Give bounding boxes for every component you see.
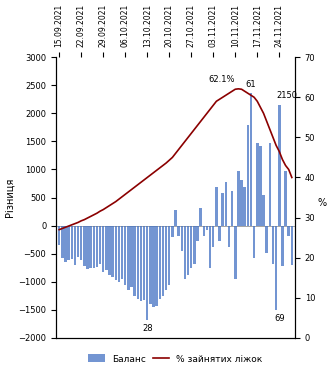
- Bar: [203, 226, 205, 236]
- Legend: Баланс, % зайнятих ліжок: Баланс, % зайнятих ліжок: [85, 351, 266, 367]
- Text: 2150: 2150: [276, 92, 297, 100]
- Bar: [193, 226, 196, 264]
- Bar: [212, 226, 214, 247]
- Bar: [80, 226, 82, 260]
- Text: 62.1%: 62.1%: [209, 76, 235, 84]
- Bar: [206, 226, 208, 230]
- Bar: [287, 226, 290, 236]
- Bar: [130, 226, 133, 288]
- Bar: [262, 195, 265, 226]
- Bar: [143, 226, 145, 300]
- Bar: [199, 208, 202, 226]
- Bar: [177, 226, 180, 236]
- Bar: [231, 191, 233, 226]
- Bar: [133, 226, 136, 296]
- Bar: [96, 226, 98, 267]
- Bar: [140, 226, 142, 301]
- Bar: [155, 226, 158, 306]
- Bar: [221, 193, 224, 226]
- Text: 69: 69: [274, 314, 285, 323]
- Bar: [83, 226, 86, 266]
- Bar: [68, 226, 70, 260]
- Bar: [74, 226, 76, 265]
- Bar: [291, 226, 293, 265]
- Bar: [146, 226, 149, 320]
- Bar: [272, 226, 274, 264]
- Bar: [159, 226, 161, 299]
- Bar: [218, 226, 221, 241]
- Bar: [71, 226, 73, 259]
- Bar: [105, 226, 108, 270]
- Bar: [243, 187, 246, 226]
- Bar: [184, 226, 186, 279]
- Bar: [209, 226, 212, 268]
- Bar: [224, 182, 227, 226]
- Bar: [237, 171, 240, 226]
- Bar: [162, 226, 164, 296]
- Bar: [228, 226, 230, 247]
- Text: 28: 28: [142, 324, 153, 333]
- Bar: [174, 210, 177, 226]
- Bar: [180, 226, 183, 251]
- Bar: [99, 226, 101, 264]
- Bar: [265, 226, 268, 253]
- Bar: [187, 226, 189, 275]
- Bar: [86, 226, 89, 269]
- Bar: [284, 171, 287, 226]
- Bar: [250, 93, 252, 226]
- Bar: [102, 226, 105, 272]
- Bar: [259, 146, 262, 226]
- Y-axis label: %: %: [318, 198, 327, 208]
- Bar: [108, 226, 111, 275]
- Bar: [165, 226, 167, 290]
- Bar: [115, 226, 117, 280]
- Bar: [118, 226, 120, 282]
- Bar: [124, 226, 126, 285]
- Bar: [240, 180, 243, 226]
- Bar: [127, 226, 130, 290]
- Bar: [64, 226, 67, 262]
- Bar: [121, 226, 123, 279]
- Bar: [281, 226, 284, 266]
- Bar: [275, 226, 277, 310]
- Bar: [278, 105, 280, 226]
- Bar: [112, 226, 114, 277]
- Bar: [61, 226, 64, 258]
- Bar: [215, 187, 218, 226]
- Y-axis label: Різниця: Різниця: [4, 178, 14, 217]
- Bar: [196, 226, 199, 241]
- Bar: [89, 226, 92, 268]
- Bar: [58, 226, 61, 245]
- Bar: [247, 125, 249, 226]
- Bar: [256, 142, 259, 226]
- Bar: [149, 226, 152, 304]
- Bar: [168, 226, 170, 285]
- Bar: [93, 226, 95, 268]
- Bar: [171, 226, 174, 237]
- Bar: [253, 226, 256, 258]
- Bar: [136, 226, 139, 299]
- Bar: [152, 226, 155, 307]
- Text: 61: 61: [246, 80, 256, 89]
- Bar: [77, 226, 79, 257]
- Bar: [190, 226, 193, 268]
- Bar: [234, 226, 237, 279]
- Bar: [268, 142, 271, 226]
